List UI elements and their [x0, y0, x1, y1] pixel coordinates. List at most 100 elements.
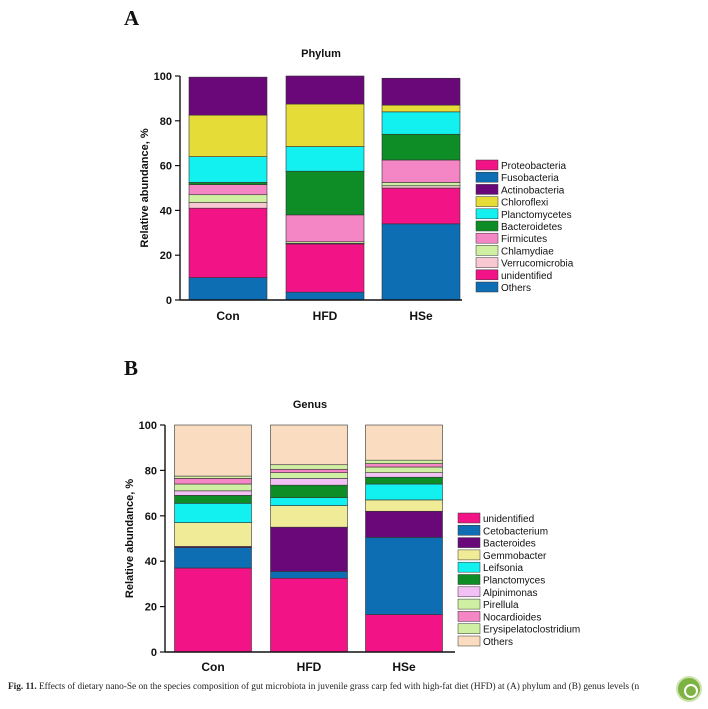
category-label: Con	[216, 309, 239, 323]
bar-segment-hfd-actinobacteria	[285, 75, 365, 105]
bar-segment-con-leifsonia	[174, 503, 252, 523]
category-label: HFD	[313, 309, 338, 323]
bar-segment-hse-chlamydiae	[381, 182, 461, 187]
legend-label-pirellula: Pirellula	[483, 600, 519, 611]
bar-segment-hse-pirellula	[365, 466, 443, 473]
y-tick-label: 100	[139, 420, 157, 432]
bar-segment-hfd-erysipelatoclostridium	[270, 464, 348, 470]
bar-segment-hse-cetobacterium	[365, 537, 443, 615]
category-label: Con	[201, 660, 224, 674]
legend-swatch-planctomyces	[457, 574, 481, 585]
bar-segment-hfd-others	[285, 291, 365, 301]
bar-segment-hfd-bacteroides	[270, 526, 348, 572]
legend-label-actinobacteria: Actinobacteria	[501, 185, 565, 196]
figure-caption: Fig. 11. Effects of dietary nano-Se on t…	[8, 682, 676, 692]
category-label: HSe	[409, 309, 433, 323]
legend-swatch-actinobacteria	[475, 184, 499, 195]
caption-label: Fig. 11.	[8, 682, 37, 692]
legend-label-proteobacteria: Proteobacteria	[501, 161, 566, 172]
bar-segment-con-erysipelatoclostridium	[174, 475, 252, 479]
bar-segment-hfd-unidentified	[270, 577, 348, 653]
bar-segment-hse-unidentified	[381, 187, 461, 225]
legend-label-fusobacteria: Fusobacteria	[501, 173, 559, 184]
bar-segment-hfd-alpinimonas	[270, 478, 348, 486]
y-tick-label: 20	[145, 602, 157, 614]
panel-a-letter: A	[124, 6, 140, 30]
figure-charts: Phylum Con HFD HSe 0 20 40 60 80 100 Relative abun…	[124, 48, 580, 674]
legend-label-alpinimonas: Alpinimonas	[483, 588, 537, 599]
legend-swatch-leifsonia	[457, 561, 481, 573]
bar-segment-con-chlamydiae	[188, 194, 268, 203]
y-tick-label: 20	[160, 250, 172, 262]
legend-swatch-unidentified	[457, 512, 481, 524]
legend-swatch-planctomycetes	[475, 208, 499, 220]
bar-segment-hse-erysipelatoclostridium	[365, 459, 443, 464]
legend-swatch-chloroflexi	[475, 196, 499, 207]
bar-segment-hse-actinobacteria	[381, 77, 461, 106]
chart-title: Genus	[293, 399, 327, 411]
bar-segment-hse-gemmobacter	[365, 499, 443, 512]
legend-swatch-verrucomicrobia	[475, 257, 499, 268]
legend-swatch-cetobacterium	[457, 525, 481, 536]
legend-label-bacteroides: Bacteroides	[483, 539, 536, 550]
y-tick-label: 0	[166, 295, 172, 307]
bar-segment-hse-planctomyces	[365, 476, 443, 485]
legend-label-others: Others	[483, 637, 513, 648]
bar-segment-hse-unidentified	[365, 614, 443, 653]
y-axis-label: Relative abundance, %	[124, 479, 136, 598]
caption-text: Effects of dietary nano-Se on the specie…	[39, 682, 640, 692]
bar-segment-hse-firmicutes	[381, 159, 461, 183]
legend-label-firmicutes: Firmicutes	[501, 234, 547, 245]
y-tick-label: 40	[145, 556, 157, 568]
bar-segment-hse-nocardioides	[365, 463, 443, 468]
bar-segment-hfd-chloroflexi	[285, 103, 365, 147]
bar-segment-con-nocardioides	[174, 478, 252, 485]
legend-swatch-chlamydiae	[475, 245, 499, 256]
bar-segment-con-unidentified	[188, 207, 268, 278]
legend-swatch-bacteroidetes	[475, 220, 499, 232]
legend-label-leifsonia: Leifsonia	[483, 563, 523, 574]
legend-swatch-erysipelatoclostridium	[457, 623, 481, 634]
bar-segment-hfd-planctomyces	[270, 484, 348, 498]
y-tick-label: 80	[145, 465, 157, 477]
bar-segment-hse-chloroflexi	[381, 104, 461, 113]
bar-segment-con-verrucomicrobia	[188, 202, 268, 209]
y-axis-label: Relative abundance, %	[139, 128, 151, 247]
bar-segment-con-pirellula	[174, 483, 252, 492]
legend-swatch-others	[457, 635, 481, 647]
y-tick-label: 80	[160, 116, 172, 128]
bar-segment-hfd-pirellula	[270, 472, 348, 479]
bar-segment-con-others	[188, 277, 268, 301]
bar-segment-con-actinobacteria	[188, 76, 268, 116]
bar-segment-hse-verrucomicrobia	[381, 185, 461, 189]
bar-segment-hse-alpinimonas	[365, 472, 443, 478]
y-tick-label: 60	[160, 161, 172, 173]
bar-segment-hse-bacteroidetes	[381, 133, 461, 161]
bar-segment-hfd-cetobacterium	[270, 571, 348, 579]
legend-swatch-proteobacteria	[475, 159, 499, 171]
bar-segment-hfd-gemmobacter	[270, 505, 348, 528]
bar-segment-con-planctomycetes	[188, 156, 268, 183]
legend-label-planctomyces: Planctomyces	[483, 576, 545, 587]
legend-swatch-firmicutes	[475, 232, 499, 244]
bar-segment-con-unidentified	[174, 567, 252, 653]
bar-segment-hfd-others	[270, 424, 348, 466]
bar-segment-con-alpinimonas	[174, 490, 252, 496]
y-tick-label: 40	[160, 205, 172, 217]
bar-segment-hfd-bacteroidetes	[285, 170, 365, 216]
legend-label-chloroflexi: Chloroflexi	[501, 198, 548, 209]
legend-label-unidentified: unidentified	[501, 271, 552, 282]
bar-segment-hfd-firmicutes	[285, 214, 365, 243]
legend-label-chlamydiae: Chlamydiae	[501, 246, 554, 257]
legend-label-bacteroidetes: Bacteroidetes	[501, 222, 562, 233]
legend-swatch-nocardioides	[457, 611, 481, 622]
bar-segment-hse-leifsonia	[365, 483, 443, 501]
bar-segment-hse-others	[381, 223, 461, 301]
category-label: HFD	[297, 660, 322, 674]
legend-label-erysipelatoclostridium: Erysipelatoclostridium	[483, 625, 580, 636]
legend-swatch-alpinimonas	[457, 586, 481, 598]
bar-segment-hfd-unidentified	[285, 243, 365, 293]
bar-segment-hse-bacteroides	[365, 510, 443, 538]
bar-segment-con-cetobacterium	[174, 547, 252, 569]
legend-label-cetobacterium: Cetobacterium	[483, 526, 548, 537]
